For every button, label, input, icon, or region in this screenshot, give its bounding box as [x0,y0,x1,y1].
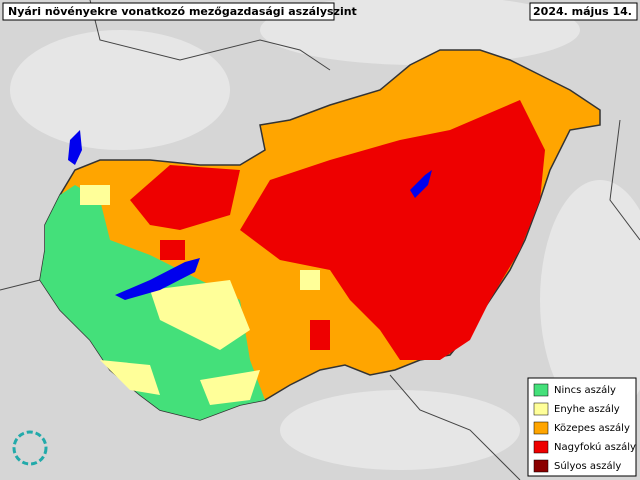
legend-swatch [533,402,549,416]
region-mild [80,185,485,405]
region-severe [240,100,545,360]
date-box [529,2,638,21]
terrain [10,0,640,470]
legend-label: Súlyos aszály [554,460,621,472]
logo [12,430,48,466]
legend-label: Közepes aszály [554,422,630,434]
legend-swatch [533,440,549,454]
title: Nyári növényekre vonatkozó mezőgazdasági… [8,5,357,18]
legend-label: Nincs aszály [554,384,616,396]
legend-label: Enyhe aszály [554,403,620,415]
water [68,130,432,300]
date: 2024. május 14. [533,5,632,18]
legend-swatch [533,421,549,435]
region-severe-west [130,165,330,350]
title-box [2,2,335,21]
legend-label: Nagyfokú aszály [554,441,636,453]
region-none [40,185,265,420]
legend: Nincs aszály Enyhe aszály Közepes aszály Na… [533,383,636,473]
legend-swatch [533,459,549,473]
legend-swatch [533,383,549,397]
